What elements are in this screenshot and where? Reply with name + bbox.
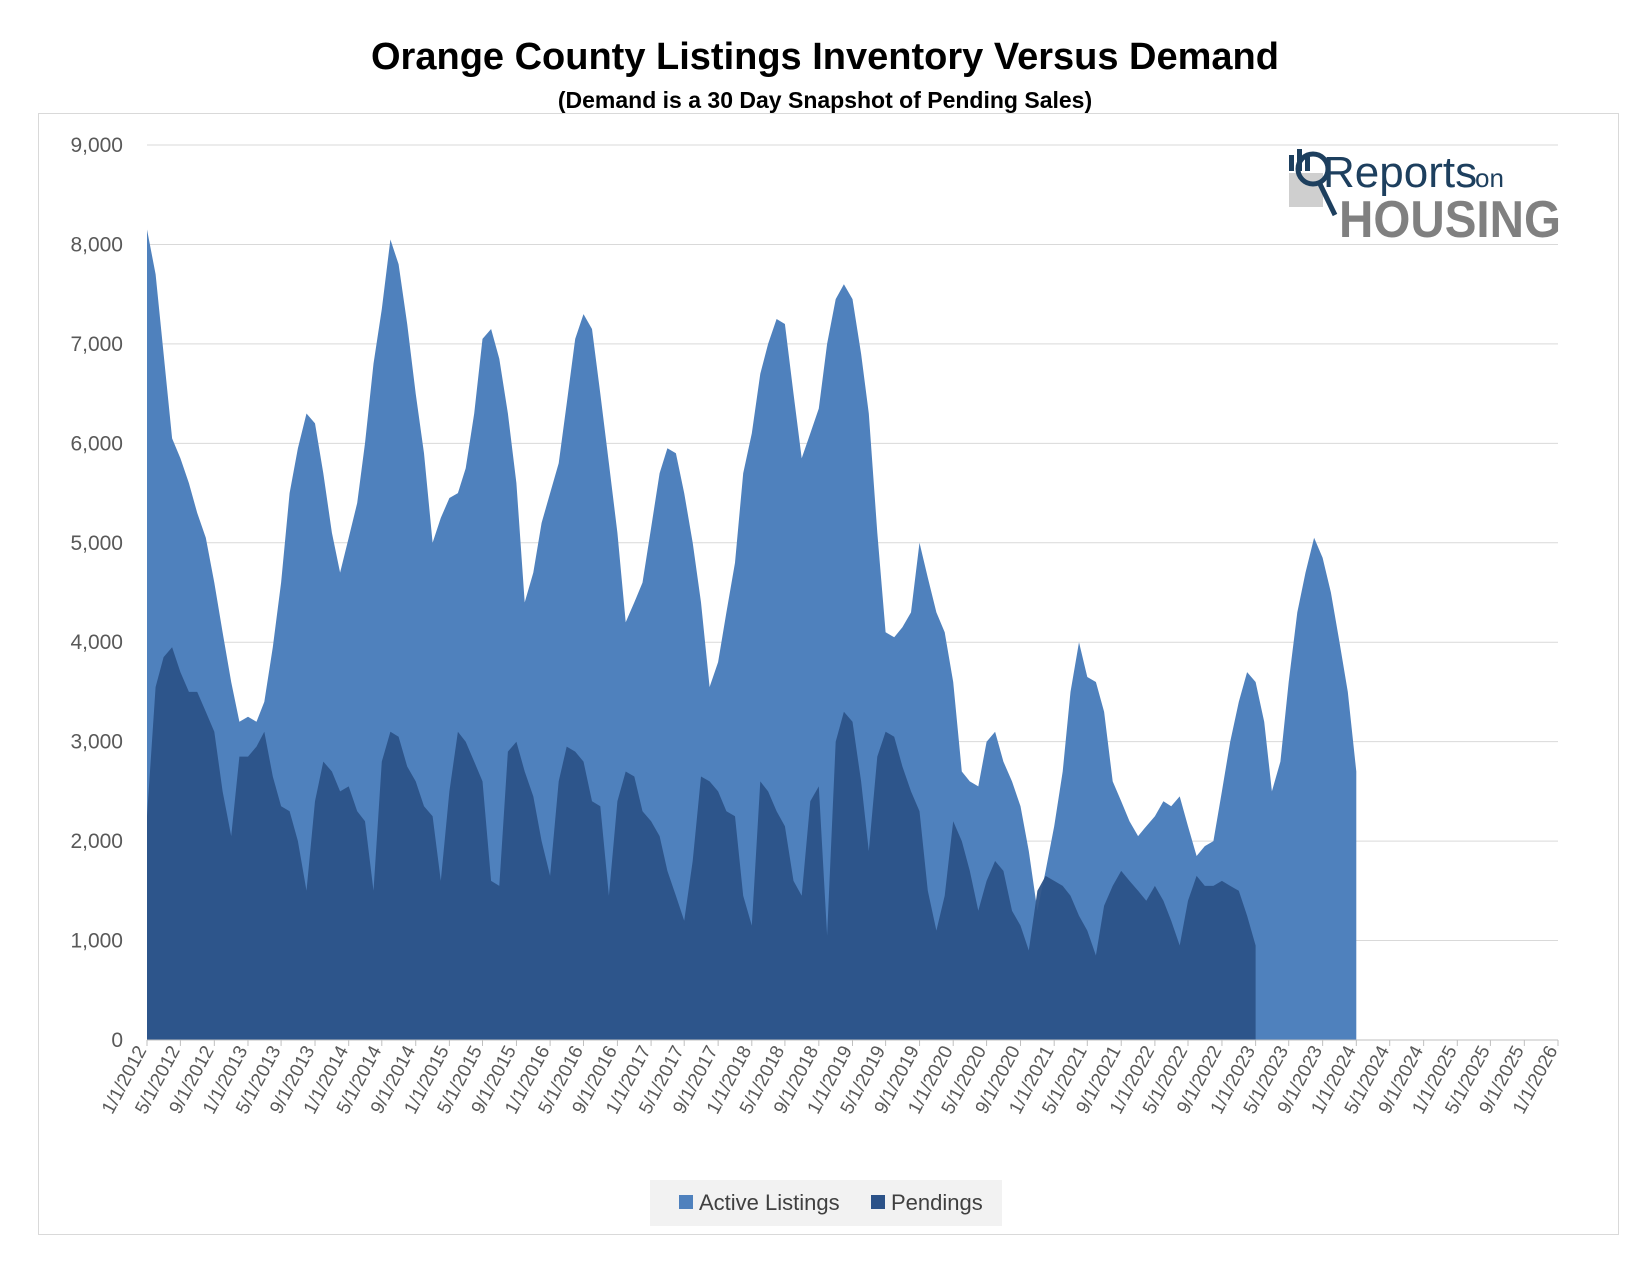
legend-swatch-active-listings <box>679 1195 693 1209</box>
y-tick-label: 3,000 <box>70 731 123 754</box>
y-tick-label: 0 <box>111 1029 123 1052</box>
legend-label-pendings: Pendings <box>891 1190 983 1215</box>
logo-word-on: on <box>1475 163 1504 193</box>
reports-on-housing-logo: Reports on HOUSING <box>1289 148 1561 245</box>
area-series <box>147 229 1357 1040</box>
y-tick-label: 8,000 <box>70 233 123 256</box>
legend-background <box>650 1180 1002 1226</box>
plot-frame <box>38 113 1619 1235</box>
logo-magnifier-ring <box>1295 151 1331 187</box>
logo-grey-block <box>1289 173 1323 207</box>
logo-word-housing: HOUSING <box>1339 191 1561 245</box>
legend: Active Listings Pendings <box>650 1180 1002 1226</box>
chart-subtitle: (Demand is a 30 Day Snapshot of Pending … <box>557 87 1093 113</box>
area-pendings <box>147 647 1256 1040</box>
y-tick-label: 5,000 <box>70 532 123 555</box>
legend-swatch-pendings <box>871 1195 885 1209</box>
chart-title: Orange County Listings Inventory Versus … <box>371 36 1279 78</box>
legend-label-active-listings: Active Listings <box>699 1190 840 1215</box>
logo-magnifier-handle <box>1316 180 1338 217</box>
logo-bar-1 <box>1289 155 1294 171</box>
y-tick-label: 6,000 <box>70 432 123 455</box>
y-tick-label: 1,000 <box>70 930 123 953</box>
y-tick-label: 7,000 <box>70 333 123 356</box>
y-tick-label: 9,000 <box>70 134 123 157</box>
logo-word-reports: Reports <box>1323 148 1477 197</box>
y-tick-label: 2,000 <box>70 830 123 853</box>
y-tick-label: 4,000 <box>70 631 123 654</box>
logo-bar-3 <box>1305 157 1310 171</box>
